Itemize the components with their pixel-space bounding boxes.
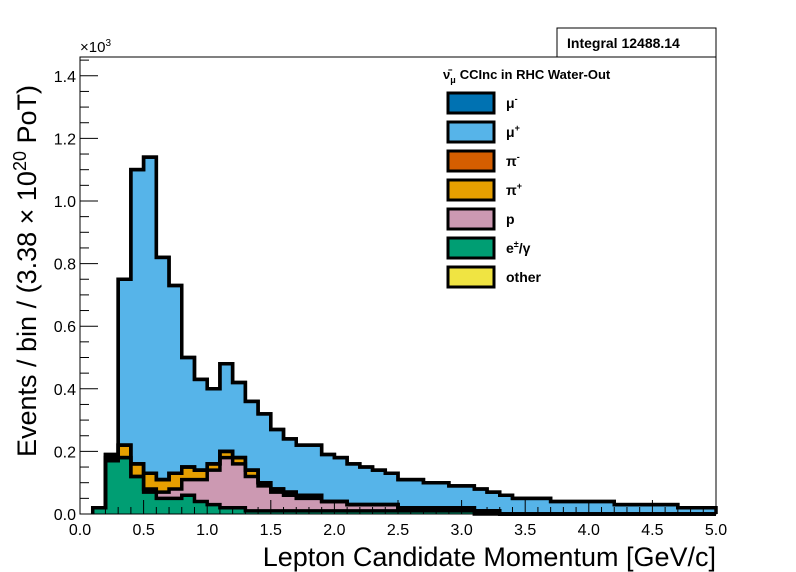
y-tick-label: 1.2 bbox=[54, 131, 76, 148]
x-axis-title: Lepton Candidate Momentum [GeV/c] bbox=[263, 542, 716, 572]
series-area-e-± bbox=[92, 457, 717, 514]
legend-swatch bbox=[446, 207, 496, 231]
legend-label: π- bbox=[506, 152, 520, 169]
legend-item: other bbox=[446, 265, 542, 289]
legend-swatch bbox=[446, 120, 496, 144]
legend-swatch bbox=[446, 178, 496, 202]
legend-item: p bbox=[446, 207, 515, 231]
legend-label: π+ bbox=[506, 181, 522, 198]
legend-label: μ+ bbox=[506, 123, 520, 140]
y-tick-label: 1.0 bbox=[54, 194, 76, 211]
y-multiplier: ×103 bbox=[80, 38, 111, 56]
legend: μ-μ+ π-π+ p e±/γ other bbox=[446, 91, 542, 289]
y-tick-label: 0.0 bbox=[54, 507, 76, 524]
x-tick-label: 2.0 bbox=[323, 522, 345, 539]
y-tick-label: 0.2 bbox=[54, 444, 76, 461]
legend-header: ν̄μ CCInc in RHC Water-Out bbox=[443, 67, 611, 85]
x-tick-label: 1.5 bbox=[260, 522, 282, 539]
legend-item: μ- bbox=[446, 91, 518, 115]
y-tick-label: 0.4 bbox=[54, 382, 76, 399]
x-axis: 0.0 0.5 1.0 1.5 2.0 2.5 3.0 3.5 4.0 4.5 5.0 bbox=[69, 500, 727, 539]
series-area-μ-+ bbox=[92, 157, 717, 515]
legend-item: μ+ bbox=[446, 120, 520, 144]
stack-layer bbox=[92, 157, 717, 515]
series-outline bbox=[92, 155, 716, 510]
legend-item: π+ bbox=[446, 178, 522, 202]
legend-label: other bbox=[506, 269, 542, 285]
x-tick-label: 5.0 bbox=[705, 522, 727, 539]
x-tick-label: 0.0 bbox=[69, 522, 91, 539]
legend-swatch bbox=[446, 265, 496, 289]
y-tick-label: 0.8 bbox=[54, 257, 76, 274]
x-tick-label: 3.5 bbox=[514, 522, 536, 539]
y-tick-label: 1.4 bbox=[54, 69, 76, 86]
y-axis-title: Events / bin / (3.38 × 1020 PoT) bbox=[10, 85, 42, 457]
x-tick-label: 0.5 bbox=[132, 522, 154, 539]
stat-box-text: Integral 12488.14 bbox=[567, 35, 680, 51]
legend-swatch bbox=[446, 91, 496, 115]
legend-label: p bbox=[506, 211, 515, 227]
legend-item: π- bbox=[446, 149, 520, 173]
x-tick-label: 4.5 bbox=[641, 522, 663, 539]
x-tick-label: 1.0 bbox=[196, 522, 218, 539]
x-tick-label: 3.0 bbox=[450, 522, 472, 539]
legend-swatch bbox=[446, 149, 496, 173]
legend-label: μ- bbox=[506, 94, 518, 111]
series-area-p bbox=[92, 457, 717, 514]
x-tick-label: 2.5 bbox=[387, 522, 409, 539]
legend-swatch bbox=[446, 236, 496, 260]
stat-box: Integral 12488.14 bbox=[556, 27, 717, 58]
x-tick-label: 4.0 bbox=[578, 522, 600, 539]
legend-item: e±/γ bbox=[446, 236, 531, 260]
y-tick-label: 0.6 bbox=[54, 319, 76, 336]
legend-label: e±/γ bbox=[506, 239, 531, 256]
y-axis: 0.0 0.2 0.4 0.6 0.8 1.0 1.2 1.4 bbox=[54, 59, 98, 524]
